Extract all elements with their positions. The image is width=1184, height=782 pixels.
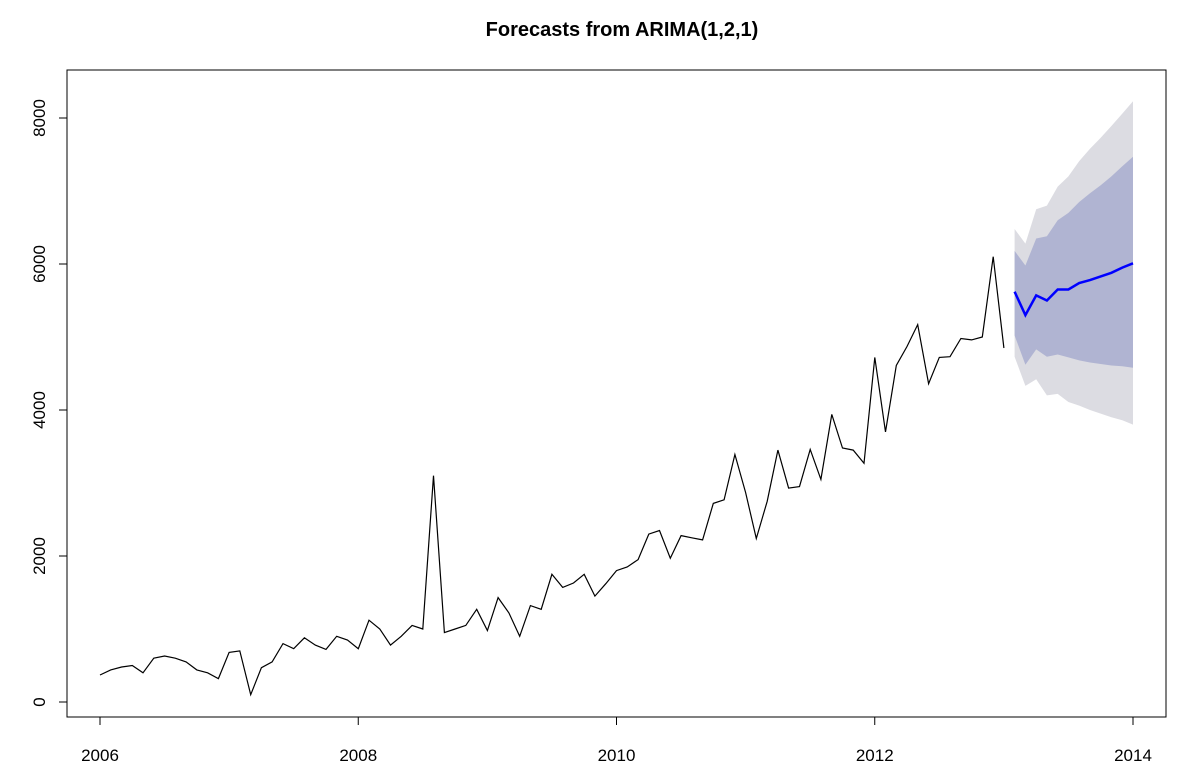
y-axis: 0 2000 4000 6000 8000 bbox=[30, 99, 68, 707]
band-80-percent bbox=[1014, 156, 1133, 368]
y-tick-label: 0 bbox=[30, 697, 49, 706]
x-tick-label: 2012 bbox=[856, 746, 894, 765]
prediction-intervals bbox=[1014, 101, 1133, 425]
x-tick-label: 2008 bbox=[339, 746, 377, 765]
forecast-mean-line bbox=[1013, 262, 1134, 318]
x-axis: 2006 2008 2010 2012 2014 bbox=[81, 716, 1152, 765]
x-tick-label: 2014 bbox=[1114, 746, 1152, 765]
series-lines bbox=[99, 256, 1134, 697]
plot-frame bbox=[66, 69, 1167, 718]
chart-title: Forecasts from ARIMA(1,2,1) bbox=[486, 19, 759, 41]
y-tick-label: 6000 bbox=[30, 245, 49, 283]
y-tick-label: 2000 bbox=[30, 537, 49, 575]
y-tick-label: 4000 bbox=[30, 391, 49, 429]
x-tick-label: 2010 bbox=[598, 746, 636, 765]
y-tick-label: 8000 bbox=[30, 99, 49, 137]
x-tick-label: 2006 bbox=[81, 746, 119, 765]
observed-series-line bbox=[99, 256, 1005, 697]
